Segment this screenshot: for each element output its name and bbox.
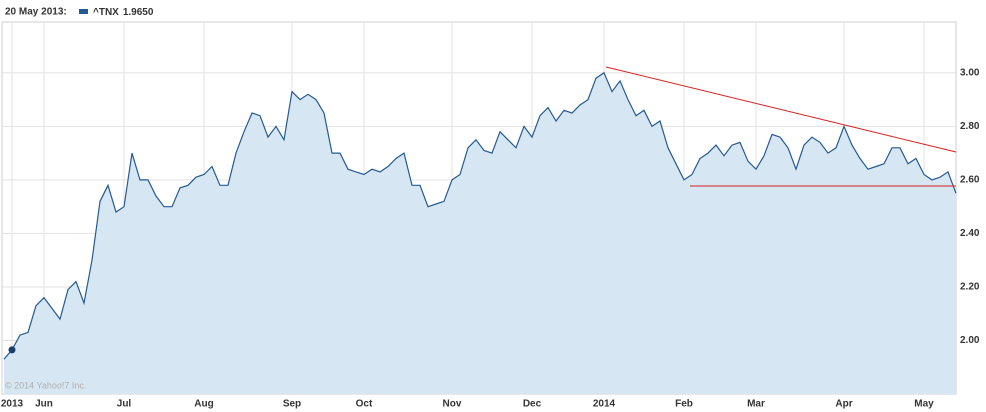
x-tick-label: 2013 — [1, 399, 24, 410]
x-tick-label: Feb — [675, 399, 693, 410]
marks — [3, 71, 957, 395]
x-tick-label: 2014 — [593, 399, 616, 410]
x-tick-label: May — [914, 399, 934, 410]
x-tick-label: Dec — [523, 399, 542, 410]
y-tick-label: 2.00 — [960, 335, 980, 346]
watermark: © 2014 Yahoo!7 Inc. — [5, 380, 86, 390]
legend-entry: ^TNX 1.9650 — [93, 7, 154, 18]
x-tick-label: Nov — [443, 399, 462, 410]
x-tick-label: Jul — [117, 399, 132, 410]
legend-name: ^TNX — [93, 7, 119, 18]
y-tick-label: 2.80 — [960, 121, 980, 132]
trend-line — [605, 66, 957, 153]
header-date: 20 May 2013: — [5, 7, 67, 18]
y-tick-label: 2.60 — [960, 175, 980, 186]
area-fill — [4, 72, 956, 395]
y-tick-label: 2.40 — [960, 228, 980, 239]
price-line — [3, 71, 957, 360]
legend-value: 1.9650 — [123, 7, 154, 18]
x-tick-label: Sep — [283, 399, 301, 410]
x-tick-label: Jun — [35, 399, 53, 410]
legend-swatch — [79, 9, 88, 14]
x-tick-label: Mar — [747, 399, 765, 410]
x-tick-label: Apr — [835, 399, 852, 410]
y-tick-label: 3.00 — [960, 67, 980, 78]
x-tick-label: Oct — [356, 399, 373, 410]
y-tick-label: 2.20 — [960, 282, 980, 293]
highlight-point — [8, 346, 16, 354]
x-tick-label: Aug — [194, 399, 213, 410]
